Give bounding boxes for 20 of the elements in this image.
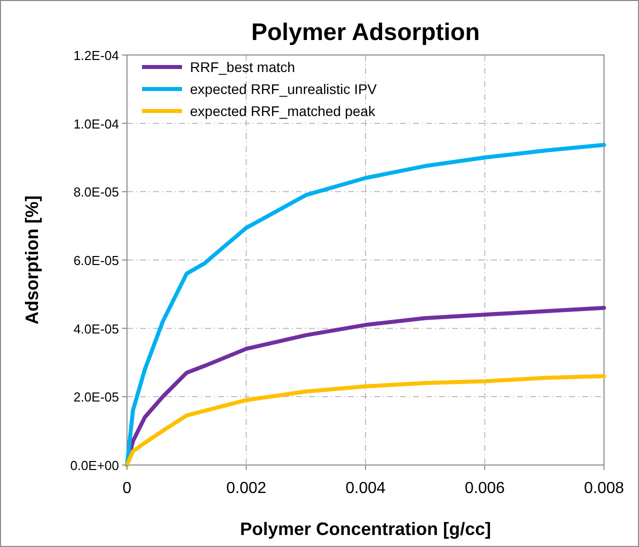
line-series xyxy=(125,142,606,467)
y-tick-label: 4.0E-05 xyxy=(73,321,119,336)
legend-label: expected RRF_unrealistic IPV xyxy=(190,81,378,97)
legend-label: expected RRF_matched peak xyxy=(190,103,376,119)
x-axis-title: Polymer Concentration [g/cc] xyxy=(240,519,492,539)
x-tick-label: 0.004 xyxy=(345,480,386,497)
y-tick-label: 1.2E-04 xyxy=(73,48,119,63)
legend-label: RRF_best match xyxy=(190,59,296,75)
x-tick-label: 0.006 xyxy=(464,480,505,497)
y-tick-label: 0.0E+00 xyxy=(70,458,119,473)
y-tick-label: 6.0E-05 xyxy=(73,253,119,268)
y-tick-label: 2.0E-05 xyxy=(73,390,119,405)
x-tick-label: 0.008 xyxy=(584,480,624,497)
x-tick-label: 0 xyxy=(122,480,132,497)
line-series xyxy=(125,374,606,467)
y-axis-title: Adsorption [%] xyxy=(22,196,42,324)
y-tick-label: 1.0E-04 xyxy=(73,116,119,132)
x-tick-label: 0.002 xyxy=(226,480,266,497)
chart-title: Polymer Adsorption xyxy=(251,19,480,46)
y-tick-label: 8.0E-05 xyxy=(73,184,119,200)
